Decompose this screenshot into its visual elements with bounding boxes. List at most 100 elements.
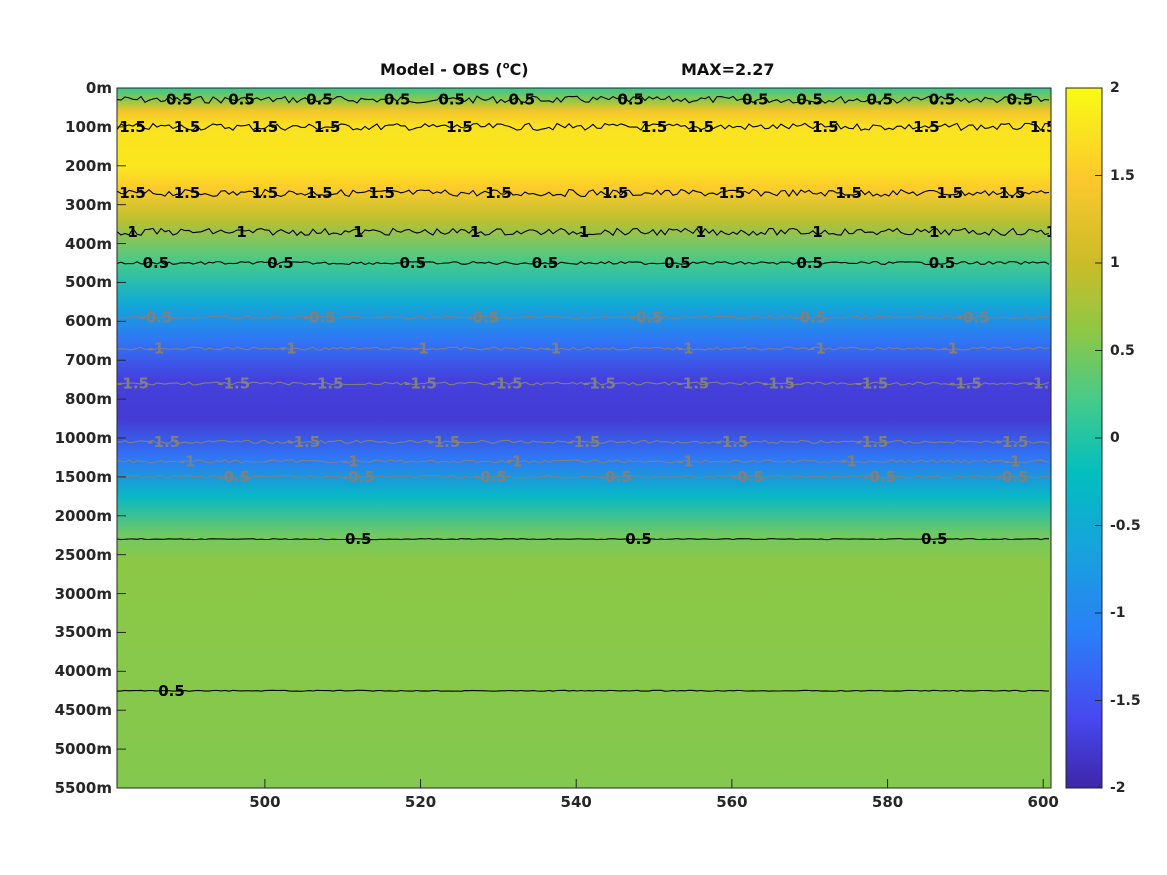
contour-label: -0.5	[303, 308, 336, 326]
contour-label: -1.5	[404, 375, 437, 393]
contour-label: -0.5	[863, 468, 896, 486]
colorbar-tick-marks	[1095, 87, 1102, 789]
contour-label: -1.5	[996, 433, 1029, 451]
contour-label: 0.5	[384, 91, 411, 109]
contour-label: 0.5	[617, 91, 644, 109]
contour-label: 0.5	[929, 254, 956, 272]
contour-label: 1.5	[252, 118, 279, 136]
contour-label: 0.5	[929, 91, 956, 109]
contour-label: 1.5	[937, 184, 964, 202]
contour-label: 0.5	[228, 91, 255, 109]
x-tick-label: 600	[1027, 793, 1059, 811]
y-tick-marks	[117, 87, 126, 789]
contour-line	[117, 315, 1050, 320]
contour-label: 1.5	[812, 118, 839, 136]
contour-label: 0.5	[158, 682, 185, 700]
contour-line	[117, 689, 1050, 692]
contour-label: -1	[342, 452, 359, 470]
max-annotation: MAX=2.27	[681, 60, 775, 79]
y-tick-label: 3000m	[54, 584, 112, 603]
contour-label: 1.5	[602, 184, 629, 202]
contour-label: 0.5	[438, 91, 465, 109]
contour-label: 0.5	[664, 254, 691, 272]
contour-line	[117, 459, 1050, 464]
contour-label: 0.5	[345, 530, 372, 548]
contour-label: -0.5	[996, 468, 1029, 486]
contour-label: -1.5	[762, 375, 795, 393]
contour-label: -1.5	[677, 375, 710, 393]
contour-label: 0.5	[306, 91, 333, 109]
contour-label: -1	[677, 340, 694, 358]
x-tick-label: 540	[560, 793, 592, 811]
contour-label: -0.5	[217, 468, 250, 486]
contour-label: -0.5	[474, 468, 507, 486]
y-tick-label: 2500m	[54, 545, 112, 564]
contour-label: -1.5	[217, 375, 250, 393]
y-tick-label: 5500m	[54, 779, 112, 797]
contour-label: -1	[179, 452, 196, 470]
x-tick-label: 580	[871, 793, 904, 811]
contour-label: -1.5	[116, 375, 149, 393]
contour-label: -1.5	[568, 433, 601, 451]
y-tick-label: 5000m	[54, 740, 112, 759]
chart-title: Model - OBS (oC)	[380, 60, 529, 79]
contour-label: -0.5	[599, 468, 632, 486]
contour-label: 1.5	[719, 184, 746, 202]
contour-label: 0.5	[166, 91, 193, 109]
contour-label: 0.5	[399, 254, 426, 272]
contour-label: 1.5	[306, 184, 333, 202]
x-tick-label: 500	[249, 793, 281, 811]
contour-label: 0.5	[143, 254, 170, 272]
y-tick-label: 600m	[65, 312, 112, 331]
colorbar-tick-label: 1	[1110, 255, 1120, 271]
contour-line	[117, 346, 1050, 351]
contour-label: 1.5	[1030, 118, 1057, 136]
contour-label: -1.5	[715, 433, 748, 451]
contour-line	[117, 474, 1050, 479]
contour-labels: 0.5 0.5 0.5 0.5 0.5 0.5 0.5 0.5 0.5 0.5 0.5 0.5 1.5 1…	[116, 91, 1057, 700]
contour-label: 0.5	[866, 91, 893, 109]
colorbar-tick-label: 2	[1110, 80, 1120, 96]
y-tick-label: 4500m	[54, 701, 112, 720]
contour-label: -0.5	[140, 308, 173, 326]
contour-label: 0.5	[267, 254, 294, 272]
y-tick-label: 3500m	[54, 623, 112, 642]
contour-label: -1.5	[147, 433, 180, 451]
contour-label: 1.5	[835, 184, 862, 202]
colorbar-tick-label: -0.5	[1110, 517, 1141, 534]
contour-label: 0.5	[508, 91, 535, 109]
contour-label: -1	[148, 340, 165, 358]
contour-label: 0.5	[625, 530, 652, 548]
y-tick-label: 2000m	[54, 506, 112, 525]
contour-label: 0.5	[796, 254, 823, 272]
contour-label: -0.5	[731, 468, 764, 486]
contour-label: 0.5	[921, 530, 948, 548]
colorbar-tick-label: -1.5	[1110, 692, 1141, 709]
contour-label: 1	[470, 223, 480, 241]
contour-label: 1	[696, 223, 706, 241]
contour-label: 1.5	[446, 118, 473, 136]
contour-label: -0.5	[342, 468, 375, 486]
contour-label: 1.5	[687, 118, 714, 136]
contour-label: 1.5	[174, 184, 201, 202]
y-tick-label: 700m	[65, 351, 112, 370]
colorbar-tick-label: -2	[1110, 780, 1126, 796]
contour-label: -1	[677, 452, 694, 470]
contour-label: -1	[412, 340, 429, 358]
contour-label: 1.5	[999, 184, 1026, 202]
y-tick-label: 400m	[65, 234, 112, 253]
contour-label: 1	[127, 223, 137, 241]
colorbar-tick-label: -1	[1110, 605, 1126, 621]
contour-label: 1	[579, 223, 589, 241]
contour-line	[117, 227, 1050, 237]
contour-label: -1	[941, 340, 958, 358]
heatmap-field	[117, 88, 1051, 788]
contour-line	[117, 188, 1050, 198]
y-tick-label: 800m	[65, 390, 112, 409]
y-tick-label: 200m	[65, 156, 112, 175]
y-tick-label: 4000m	[54, 662, 112, 681]
contour-label: 1.5	[119, 184, 146, 202]
colorbar-tick-label: 1.5	[1110, 167, 1135, 184]
